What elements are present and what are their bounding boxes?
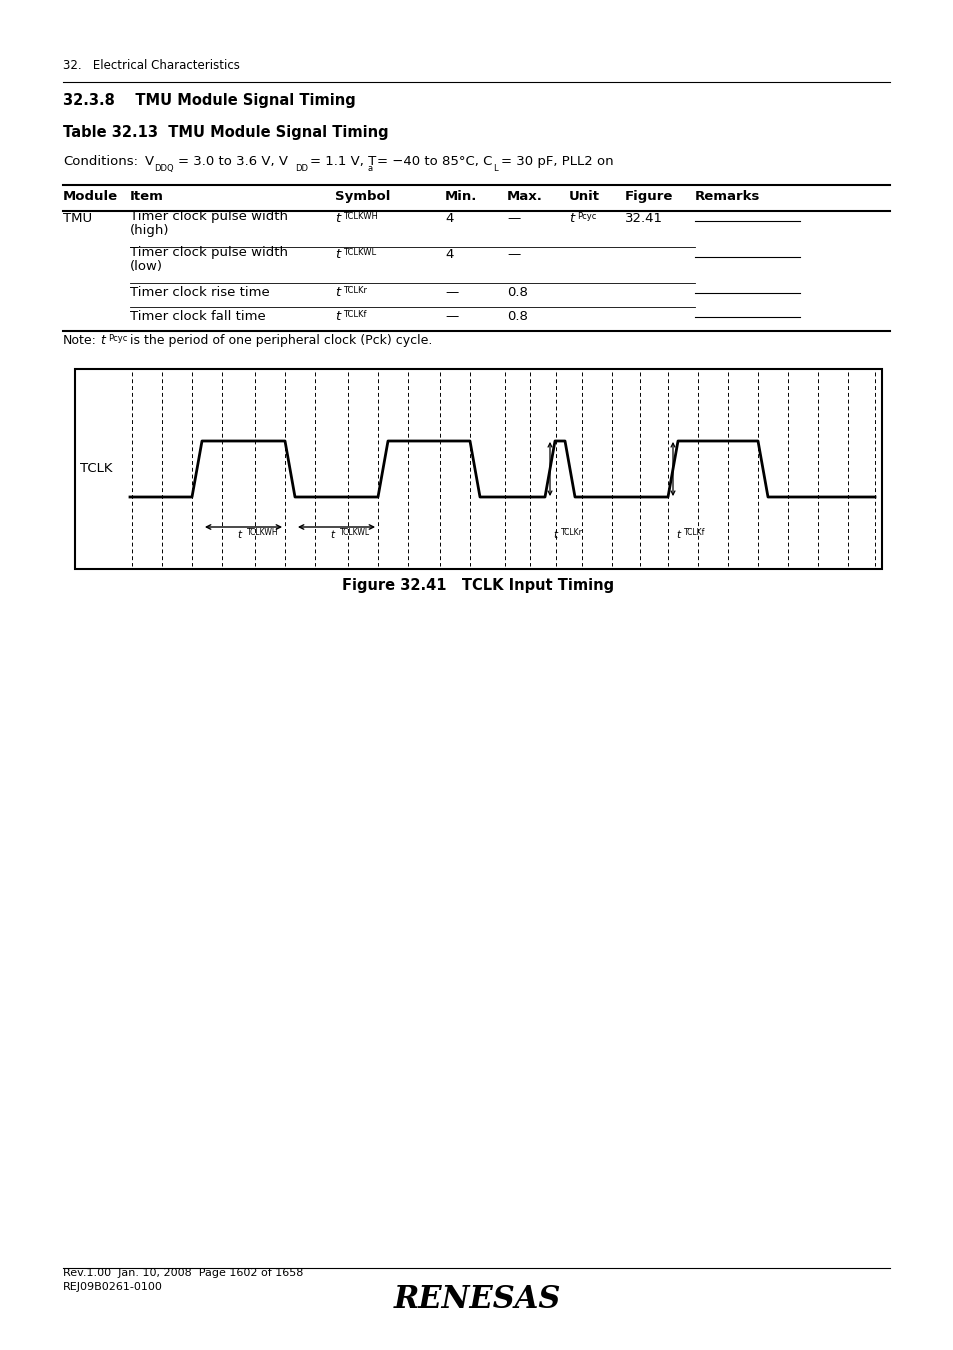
Text: Table 32.13  TMU Module Signal Timing: Table 32.13 TMU Module Signal Timing <box>63 126 388 140</box>
Text: t: t <box>335 310 340 323</box>
Text: t: t <box>676 531 679 540</box>
Text: 0.8: 0.8 <box>506 310 527 323</box>
Text: Pcyc: Pcyc <box>577 212 596 221</box>
Text: Timer clock rise time: Timer clock rise time <box>130 286 270 298</box>
Text: = 1.1 V, T: = 1.1 V, T <box>310 155 375 167</box>
Text: 32.3.8    TMU Module Signal Timing: 32.3.8 TMU Module Signal Timing <box>63 93 355 108</box>
Text: —: — <box>506 212 519 225</box>
Text: Timer clock fall time: Timer clock fall time <box>130 310 266 323</box>
Text: RENESAS: RENESAS <box>393 1284 560 1315</box>
Text: Note:: Note: <box>63 333 97 347</box>
Text: (low): (low) <box>130 261 163 273</box>
Text: TCLKf: TCLKf <box>343 310 366 319</box>
Text: TMU: TMU <box>63 212 92 225</box>
Text: TCLKr: TCLKr <box>560 528 582 537</box>
Text: = −40 to 85°C, C: = −40 to 85°C, C <box>376 155 492 167</box>
Text: REJ09B0261-0100: REJ09B0261-0100 <box>63 1282 163 1292</box>
Text: TCLKWH: TCLKWH <box>343 212 377 221</box>
Text: TCLKWL: TCLKWL <box>339 528 369 537</box>
Text: Figure: Figure <box>624 190 673 202</box>
Text: —: — <box>444 286 457 298</box>
Text: t: t <box>335 248 340 261</box>
Text: Rev.1.00  Jan. 10, 2008  Page 1602 of 1658: Rev.1.00 Jan. 10, 2008 Page 1602 of 1658 <box>63 1268 303 1278</box>
Text: t: t <box>553 531 557 540</box>
Text: Conditions:: Conditions: <box>63 155 138 167</box>
Text: (high): (high) <box>130 224 170 238</box>
Text: t: t <box>335 286 340 298</box>
Text: 32.41: 32.41 <box>624 212 662 225</box>
Text: is the period of one peripheral clock (Pck) cycle.: is the period of one peripheral clock (P… <box>130 333 432 347</box>
Text: Unit: Unit <box>568 190 599 202</box>
Text: Remarks: Remarks <box>695 190 760 202</box>
Text: 4: 4 <box>444 248 453 261</box>
Text: TCLKWL: TCLKWL <box>343 248 375 256</box>
Text: Symbol: Symbol <box>335 190 390 202</box>
Text: t: t <box>330 531 335 540</box>
Text: Figure 32.41   TCLK Input Timing: Figure 32.41 TCLK Input Timing <box>342 578 614 593</box>
Text: DD: DD <box>294 163 308 173</box>
Text: t: t <box>100 333 105 347</box>
Text: = 30 pF, PLL2 on: = 30 pF, PLL2 on <box>500 155 613 167</box>
Text: —: — <box>506 248 519 261</box>
Text: TCLKr: TCLKr <box>343 286 367 296</box>
Bar <box>75 369 882 568</box>
Text: TCLKWH: TCLKWH <box>246 528 278 537</box>
Text: t: t <box>335 212 340 225</box>
Text: a: a <box>368 163 373 173</box>
Text: 32.   Electrical Characteristics: 32. Electrical Characteristics <box>63 59 239 72</box>
Text: Min.: Min. <box>444 190 476 202</box>
Text: Max.: Max. <box>506 190 542 202</box>
Text: DDQ: DDQ <box>153 163 173 173</box>
Text: Module: Module <box>63 190 118 202</box>
Text: t: t <box>237 531 241 540</box>
Text: Item: Item <box>130 190 164 202</box>
Text: Timer clock pulse width: Timer clock pulse width <box>130 211 288 223</box>
Text: 4: 4 <box>444 212 453 225</box>
Text: V: V <box>145 155 154 167</box>
Text: Timer clock pulse width: Timer clock pulse width <box>130 246 288 259</box>
Text: 0.8: 0.8 <box>506 286 527 298</box>
Text: TCLKf: TCLKf <box>683 528 704 537</box>
Text: = 3.0 to 3.6 V, V: = 3.0 to 3.6 V, V <box>178 155 288 167</box>
Text: TCLK: TCLK <box>80 463 112 475</box>
Text: t: t <box>568 212 574 225</box>
Text: Pcyc: Pcyc <box>108 333 128 343</box>
Text: —: — <box>444 310 457 323</box>
Text: L: L <box>493 163 497 173</box>
